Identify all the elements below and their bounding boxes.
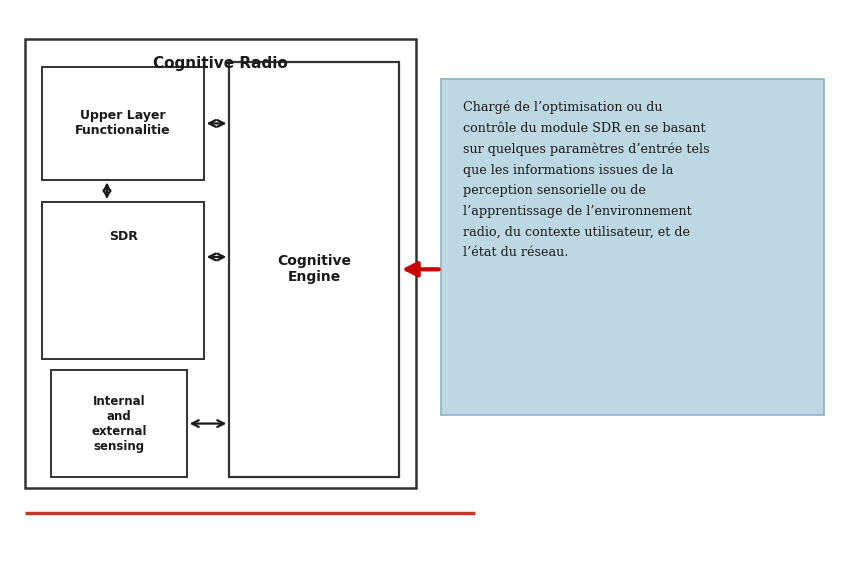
FancyBboxPatch shape	[51, 370, 187, 477]
FancyBboxPatch shape	[229, 62, 399, 477]
Text: Upper Layer
Functionalitie: Upper Layer Functionalitie	[76, 109, 171, 137]
FancyBboxPatch shape	[25, 39, 416, 488]
Text: Cognitive Radio: Cognitive Radio	[154, 56, 288, 71]
Text: SDR: SDR	[109, 230, 138, 243]
Text: Internal
and
external
sensing: Internal and external sensing	[91, 394, 147, 453]
Text: Cognitive
Engine: Cognitive Engine	[277, 254, 351, 284]
FancyBboxPatch shape	[42, 202, 204, 359]
FancyBboxPatch shape	[42, 67, 204, 180]
Text: Chargé de l’optimisation ou du
contrôle du module SDR en se basant
sur quelques : Chargé de l’optimisation ou du contrôle …	[463, 101, 709, 259]
FancyBboxPatch shape	[441, 79, 824, 415]
